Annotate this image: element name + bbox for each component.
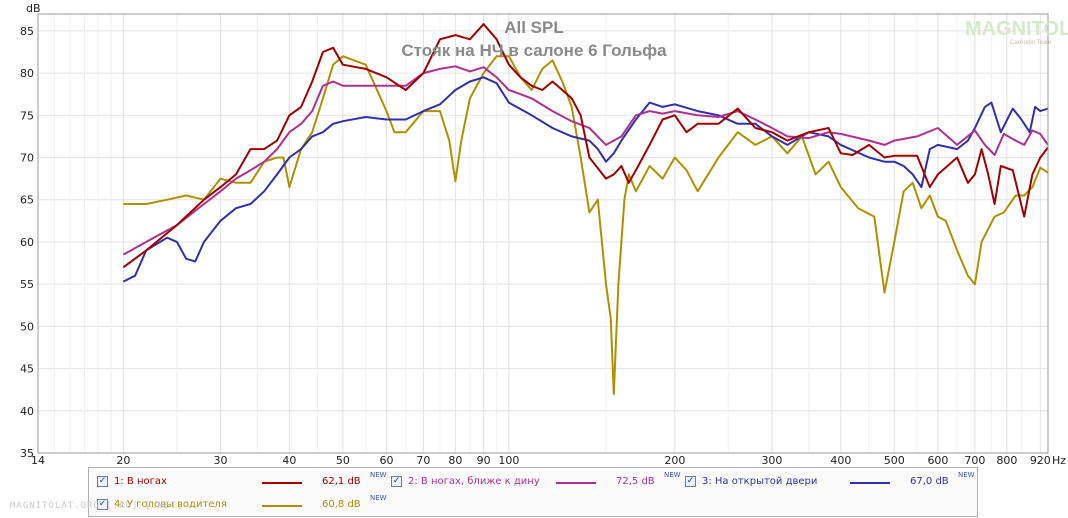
y-tick-label: 40 xyxy=(20,405,34,418)
x-axis-unit-label: Hz xyxy=(1052,454,1066,467)
series-line-3 xyxy=(122,76,1049,283)
x-tick-label: 300 xyxy=(761,454,782,467)
y-tick-label: 45 xyxy=(20,363,34,376)
watermark-text: MAGNITOLAT.ORG [.RU] [.NET] xyxy=(10,501,184,511)
y-tick-label: 35 xyxy=(20,447,34,460)
x-tick-label: 100 xyxy=(498,454,519,467)
x-tick-label: 70 xyxy=(416,454,430,467)
x-tick-label: 600 xyxy=(927,454,948,467)
chart-series-group xyxy=(122,23,1049,395)
legend-level-value: 62,1 dB xyxy=(322,476,361,487)
x-tick-label: 20 xyxy=(116,454,130,467)
chart-legend: ✓ 1: В ногах 62,1 dB NEW ✓ 2: В ногах, ближе … xyxy=(88,467,978,517)
legend-label: 4: У головы водителя xyxy=(114,499,227,510)
x-tick-label: 30 xyxy=(214,454,228,467)
series-line-2 xyxy=(122,65,1049,256)
x-tick-label: 400 xyxy=(830,454,851,467)
y-axis-unit-label: dB xyxy=(26,2,41,15)
legend-level-value: 60,8 dB xyxy=(322,499,361,510)
legend-new-badge: NEW xyxy=(370,471,387,479)
y-tick-label: 80 xyxy=(20,67,34,80)
plot-frame xyxy=(37,13,1049,454)
legend-label: 2: В ногах, ближе к дину xyxy=(408,476,540,487)
brand-logo: MAGNITOLA CarAudio Team xyxy=(965,18,1068,48)
x-tick-label: 500 xyxy=(884,454,905,467)
legend-label: 1: В ногах xyxy=(114,476,167,487)
chart-grid xyxy=(37,14,1048,454)
legend-swatch xyxy=(556,482,596,484)
series-line-4 xyxy=(123,55,1049,395)
x-tick-label: 700 xyxy=(964,454,985,467)
legend-swatch xyxy=(262,505,302,507)
chart-subtitle: Стояк на НЧ в салоне 6 Гольфа xyxy=(401,41,667,60)
series-line-1 xyxy=(122,23,1049,269)
legend-new-badge: NEW xyxy=(664,471,681,479)
legend-item-1[interactable]: ✓ 1: В ногах 62,1 dB NEW xyxy=(97,471,387,492)
legend-level-value: 67,0 dB xyxy=(910,476,949,487)
x-tick-label: 50 xyxy=(336,454,350,467)
x-tick-label: 200 xyxy=(664,454,685,467)
x-tick-label: 90 xyxy=(477,454,491,467)
legend-swatch xyxy=(850,482,890,484)
legend-item-4[interactable]: ✓ 4: У головы водителя 60,8 dB NEW xyxy=(97,494,387,515)
legend-swatch xyxy=(262,482,302,484)
y-tick-label: 60 xyxy=(20,236,34,249)
x-tick-label: 800 xyxy=(996,454,1017,467)
legend-new-badge: NEW xyxy=(370,494,387,502)
x-tick-label: 14 xyxy=(31,454,45,467)
y-tick-label: 50 xyxy=(20,320,34,333)
y-tick-label: 75 xyxy=(20,109,34,122)
legend-checkbox[interactable]: ✓ xyxy=(391,476,402,487)
y-tick-label: 85 xyxy=(20,25,34,38)
y-tick-label: 65 xyxy=(20,194,34,207)
chart-ticks: 35 40 45 50 55 60 65 70 75 80 85 14 20 30 40 50 60 70 80 90… xyxy=(20,25,1051,467)
legend-item-3[interactable]: ✓ 3: На открытой двери 67,0 dB NEW xyxy=(685,471,975,492)
legend-label: 3: На открытой двери xyxy=(702,476,818,487)
legend-item-2[interactable]: ✓ 2: В ногах, ближе к дину 72,5 dB NEW xyxy=(391,471,681,492)
legend-new-badge: NEW xyxy=(958,471,975,479)
y-tick-label: 70 xyxy=(20,152,34,165)
legend-level-value: 72,5 dB xyxy=(616,476,655,487)
chart-title: All SPL xyxy=(504,18,564,37)
x-tick-label: 40 xyxy=(282,454,296,467)
logo-subtext: CarAudio Team xyxy=(1010,40,1052,46)
x-tick-label: 920 xyxy=(1030,454,1051,467)
x-tick-label: 80 xyxy=(448,454,462,467)
y-tick-label: 55 xyxy=(20,278,34,291)
legend-checkbox[interactable]: ✓ xyxy=(685,476,696,487)
legend-checkbox[interactable]: ✓ xyxy=(97,499,108,510)
legend-checkbox[interactable]: ✓ xyxy=(97,476,108,487)
logo-text: MAGNITOLA xyxy=(965,18,1068,40)
x-tick-label: 60 xyxy=(380,454,394,467)
